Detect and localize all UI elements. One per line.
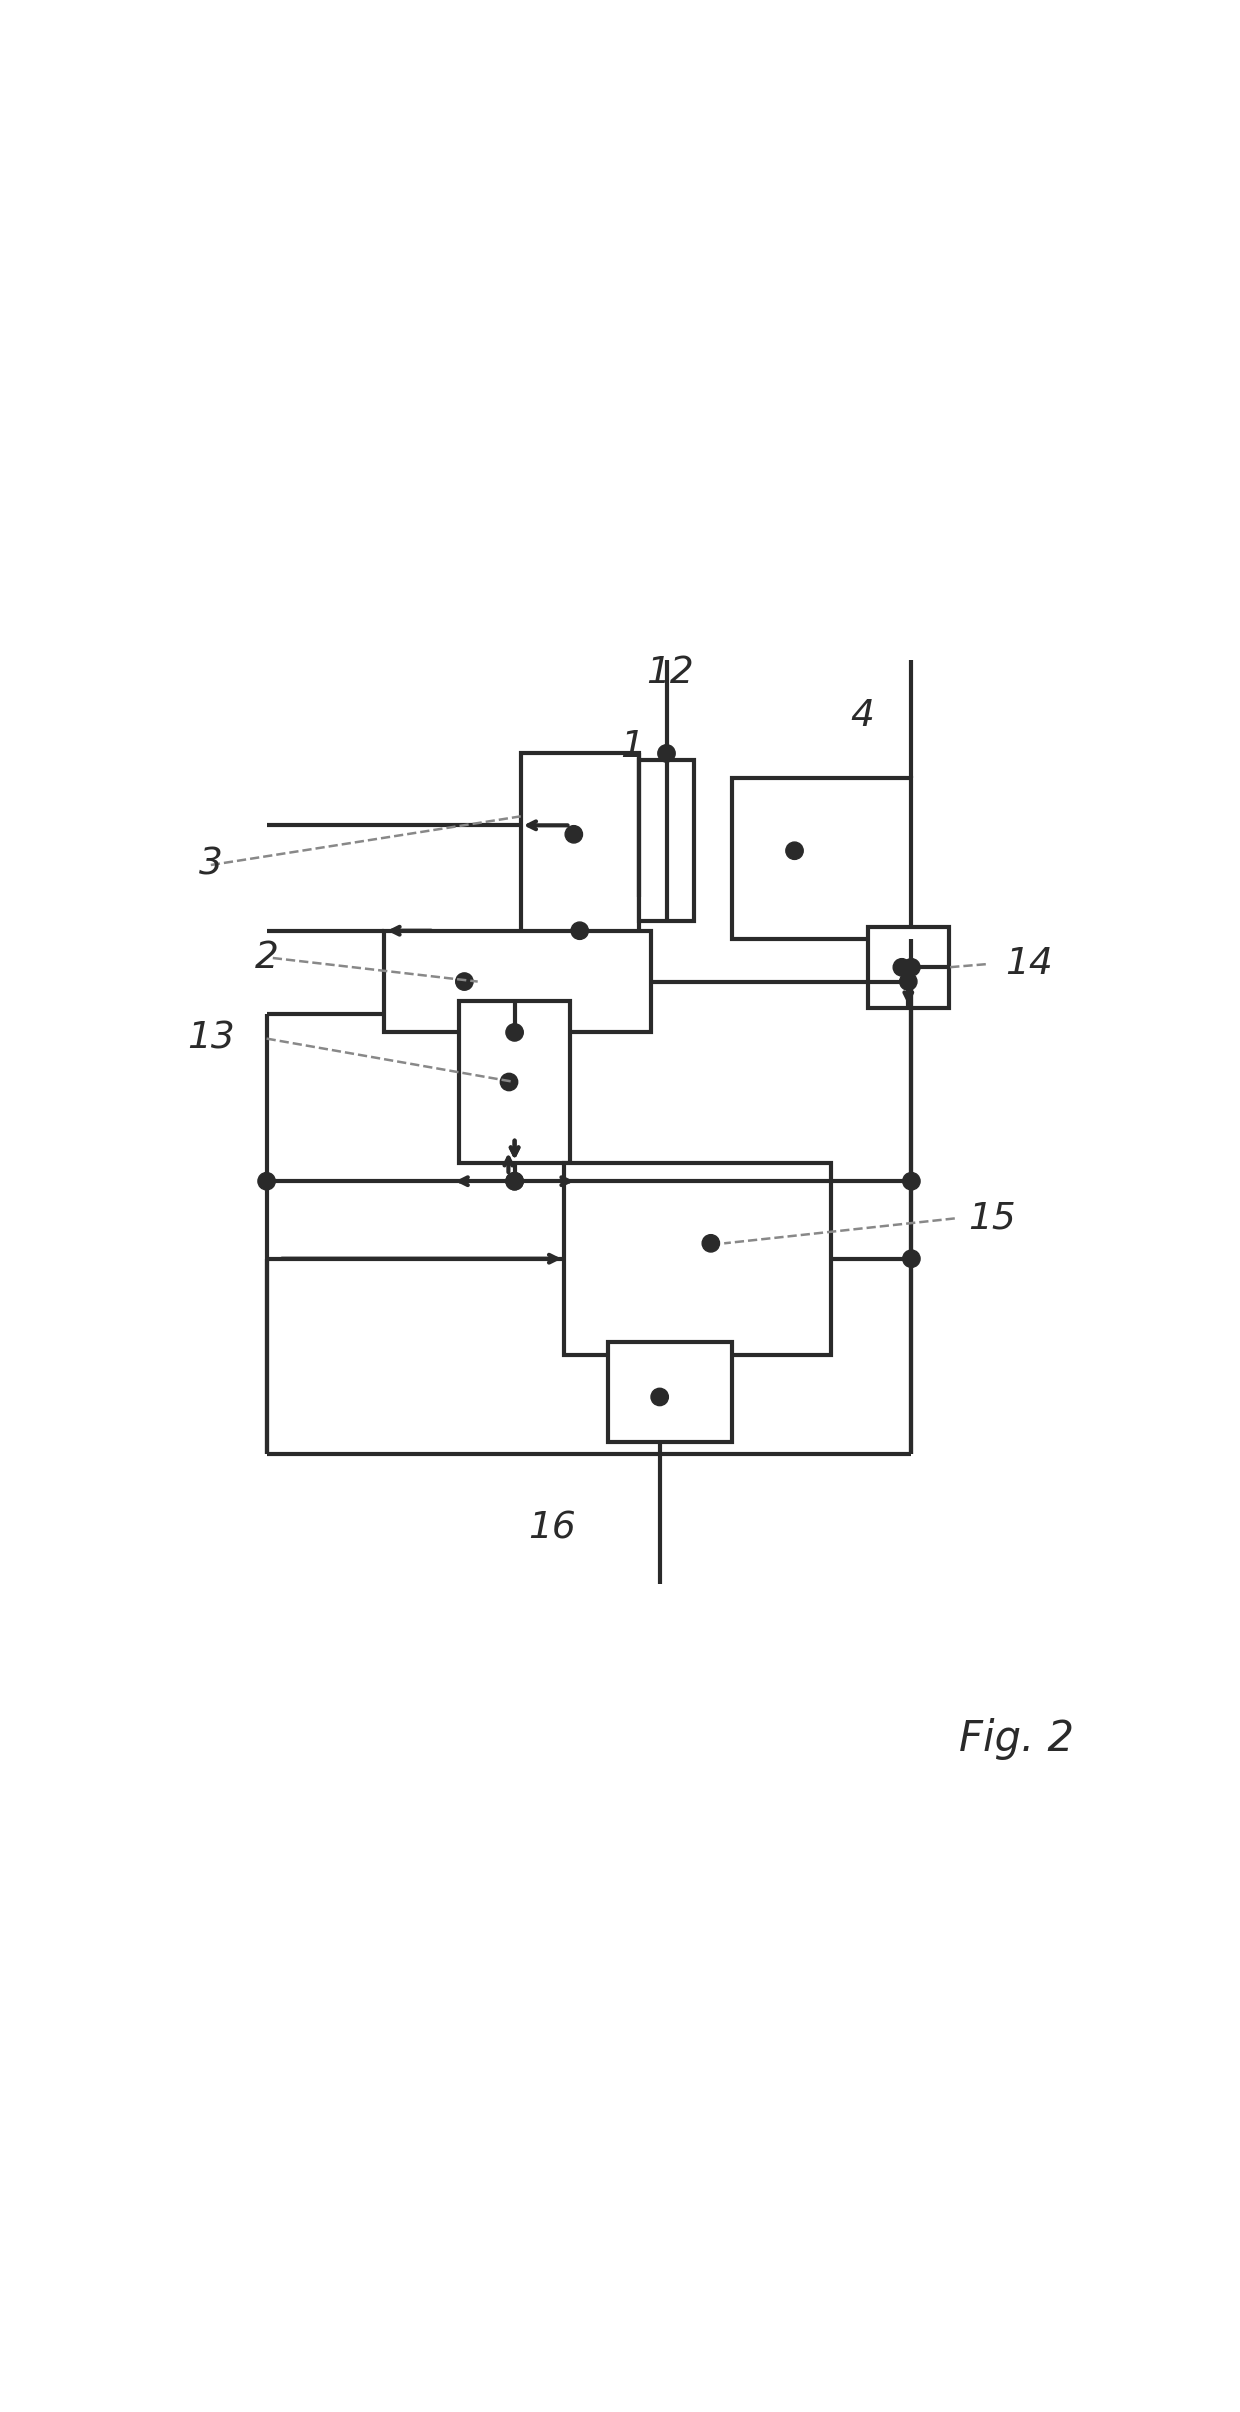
Text: 1: 1 (620, 728, 645, 765)
Circle shape (903, 1249, 920, 1266)
Circle shape (500, 1073, 517, 1090)
Circle shape (658, 745, 675, 762)
Circle shape (506, 1172, 523, 1189)
Circle shape (903, 1172, 920, 1189)
Bar (868, 926, 949, 1008)
Text: Fig. 2: Fig. 2 (960, 1717, 1074, 1761)
Circle shape (258, 1172, 275, 1189)
Bar (639, 760, 694, 921)
Bar (459, 1001, 570, 1163)
Text: 13: 13 (187, 1020, 234, 1056)
Circle shape (506, 1023, 523, 1042)
Text: 12: 12 (646, 654, 693, 690)
Text: 4: 4 (849, 697, 874, 733)
Bar (384, 931, 651, 1032)
Circle shape (456, 972, 474, 991)
Circle shape (506, 1172, 523, 1189)
Text: 15: 15 (968, 1201, 1016, 1237)
Text: 16: 16 (528, 1510, 575, 1546)
Bar (564, 1163, 831, 1356)
Text: 2: 2 (254, 941, 279, 977)
Circle shape (893, 958, 910, 977)
Circle shape (899, 972, 916, 991)
Text: 14: 14 (1006, 946, 1053, 982)
Bar (521, 753, 639, 933)
Circle shape (651, 1389, 668, 1406)
Circle shape (570, 921, 588, 938)
Circle shape (903, 958, 920, 977)
Circle shape (565, 825, 583, 842)
Text: 3: 3 (198, 847, 223, 883)
Circle shape (786, 842, 804, 859)
Bar (608, 1343, 732, 1442)
Circle shape (702, 1235, 719, 1252)
Bar (732, 779, 911, 938)
